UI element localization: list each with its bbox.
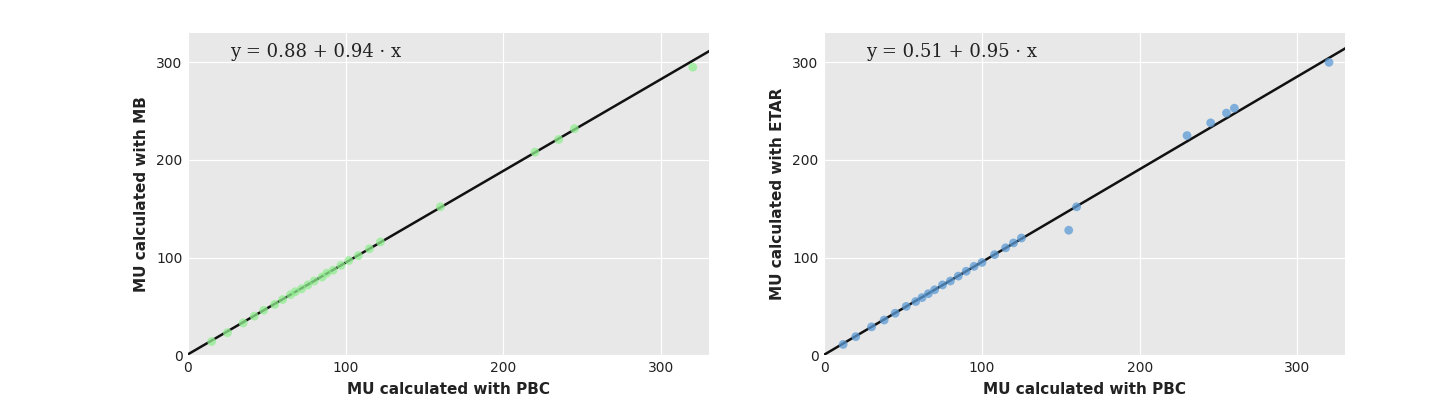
Point — [1215, 110, 1238, 116]
Point — [860, 323, 884, 330]
Point — [547, 136, 570, 143]
Y-axis label: MU calculated with ETAR: MU calculated with ETAR — [771, 88, 785, 300]
Point — [562, 126, 586, 132]
Point — [1057, 227, 1080, 233]
Point — [315, 270, 338, 276]
Text: y = 0.51 + 0.95 · x: y = 0.51 + 0.95 · x — [866, 43, 1037, 61]
Point — [311, 274, 334, 280]
Point — [970, 259, 993, 266]
Point — [200, 338, 223, 345]
Point — [904, 298, 927, 305]
Point — [1317, 59, 1340, 66]
Point — [954, 268, 977, 275]
Point — [1199, 119, 1222, 126]
Point — [330, 262, 353, 269]
Point — [1009, 235, 1032, 241]
Point — [263, 301, 286, 308]
X-axis label: MU calculated with PBC: MU calculated with PBC — [347, 382, 549, 396]
Point — [279, 291, 302, 298]
Point — [884, 310, 907, 316]
Point — [681, 64, 704, 71]
Point — [283, 288, 307, 295]
Point — [963, 263, 986, 270]
Point — [1223, 105, 1246, 112]
Point — [321, 267, 344, 273]
Point — [938, 278, 962, 284]
Point — [296, 282, 320, 288]
Point — [831, 341, 855, 348]
Point — [872, 317, 895, 323]
Point — [215, 330, 239, 336]
Point — [369, 239, 392, 245]
Point — [270, 296, 294, 303]
Point — [844, 333, 868, 340]
Y-axis label: MU calculated with MB: MU calculated with MB — [134, 96, 149, 292]
Point — [911, 294, 934, 301]
Point — [1176, 132, 1199, 139]
Point — [523, 149, 547, 155]
Point — [347, 252, 370, 259]
Point — [947, 273, 970, 280]
Point — [1066, 204, 1089, 210]
Point — [1002, 240, 1025, 246]
Point — [302, 278, 325, 284]
Point — [337, 257, 360, 264]
Point — [923, 287, 946, 293]
Point — [983, 252, 1006, 258]
Point — [917, 290, 940, 297]
Point — [357, 245, 380, 252]
X-axis label: MU calculated with PBC: MU calculated with PBC — [983, 382, 1186, 396]
Text: y = 0.88 + 0.94 · x: y = 0.88 + 0.94 · x — [230, 43, 401, 61]
Point — [243, 313, 266, 319]
Point — [895, 303, 918, 310]
Point — [231, 320, 254, 326]
Point — [993, 244, 1017, 251]
Point — [429, 204, 453, 210]
Point — [291, 285, 314, 292]
Point — [252, 307, 275, 313]
Point — [931, 282, 954, 288]
